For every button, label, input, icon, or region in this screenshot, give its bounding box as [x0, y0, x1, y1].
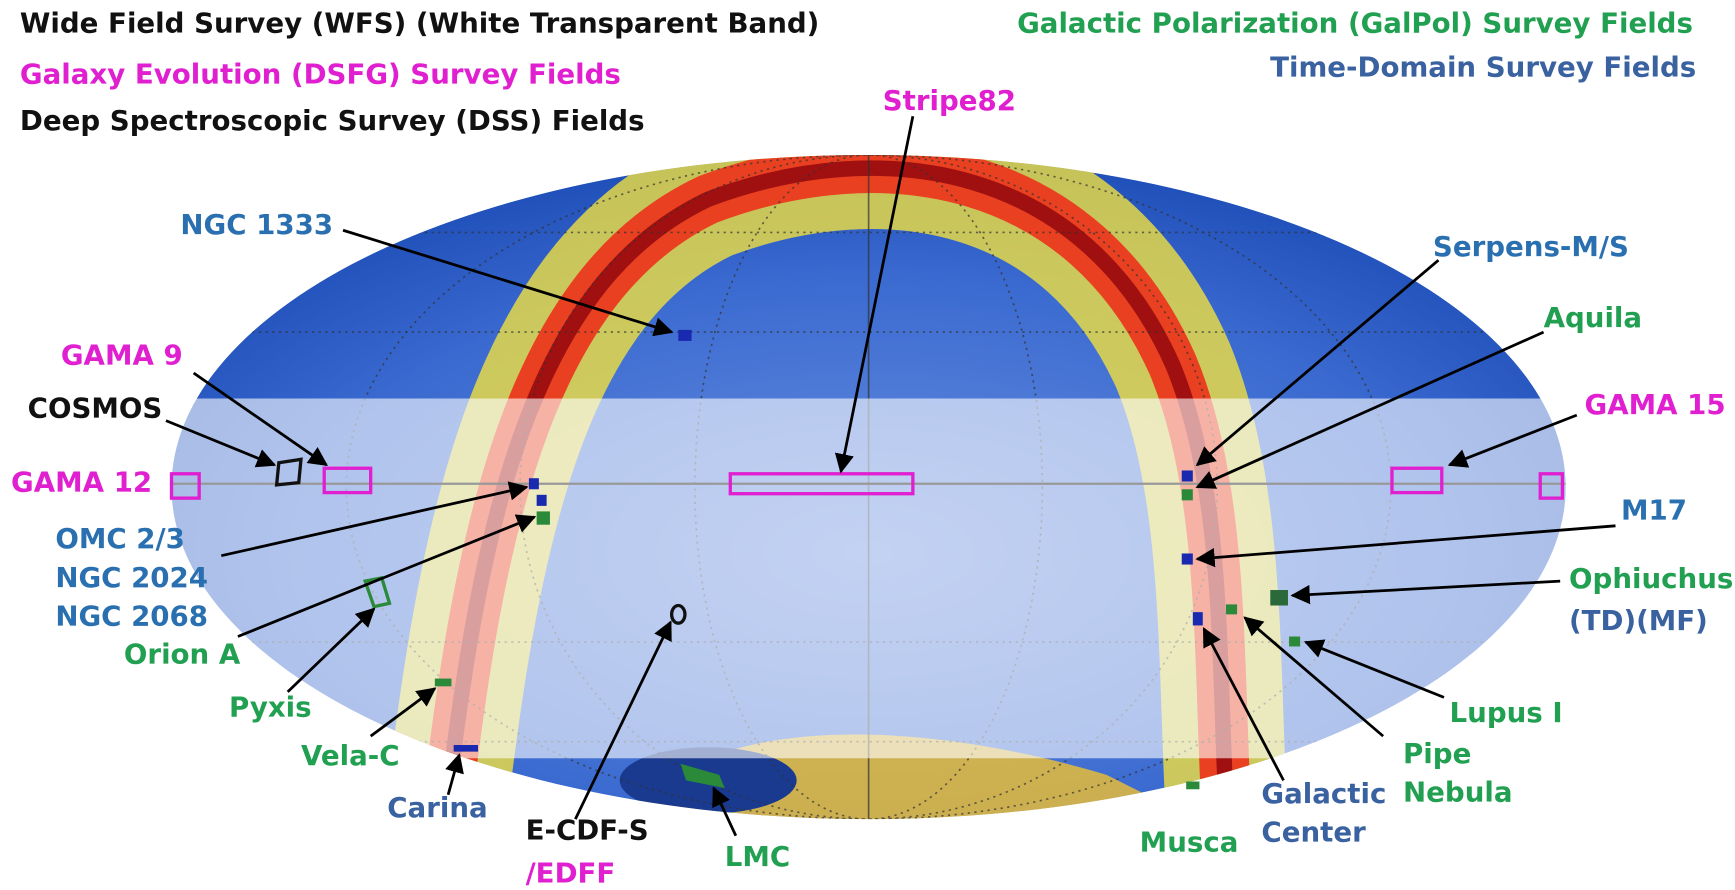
field-label: Vela-C: [301, 739, 400, 772]
field-label: Musca: [1140, 826, 1239, 859]
field-label: GAMA 9: [61, 338, 183, 371]
field-label: NGC 2024: [55, 561, 208, 594]
sky-background: [171, 154, 1566, 820]
field-label: LMC: [725, 840, 790, 873]
pointer-arrows: [165, 115, 1616, 837]
field-label: Orion A: [124, 637, 241, 670]
field-label: Ophiuchus: [1569, 562, 1733, 595]
legend-entry: Deep Spectroscopic Survey (DSS) Fields: [20, 104, 645, 137]
field-label: /EDFF: [526, 856, 616, 889]
field-label: M17: [1621, 493, 1687, 526]
field-label: Serpens-M/S: [1433, 230, 1629, 263]
field-label: GAMA 12: [11, 466, 152, 499]
field-label: (TD)(MF): [1569, 604, 1708, 637]
field-label: Stripe82: [883, 84, 1016, 117]
field-label: OMC 2/3: [55, 522, 185, 555]
legend-entry: Time-Domain Survey Fields: [1270, 51, 1696, 84]
legend-entry: Wide Field Survey (WFS) (White Transpare…: [20, 6, 819, 39]
legend-entry: Galactic Polarization (GalPol) Survey Fi…: [1017, 6, 1693, 39]
field-label: Pipe: [1403, 737, 1471, 770]
survey-fields: [169, 329, 1565, 790]
field-label: Center: [1261, 816, 1366, 849]
legend-entry: Galaxy Evolution (DSFG) Survey Fields: [20, 57, 621, 90]
wfs-band: [171, 398, 1566, 759]
field-label: Aquila: [1544, 301, 1642, 334]
field-label: Pyxis: [229, 690, 312, 723]
field-label: Nebula: [1403, 776, 1513, 809]
field-label: Lupus I: [1450, 696, 1563, 729]
field-label: COSMOS: [28, 392, 163, 425]
field-label: NGC 1333: [180, 208, 333, 241]
field-label: E-CDF-S: [526, 813, 649, 846]
field-label: Galactic: [1261, 777, 1386, 810]
field-label: NGC 2068: [55, 600, 208, 633]
field-label: Carina: [387, 791, 487, 824]
field-label: GAMA 15: [1585, 388, 1726, 421]
